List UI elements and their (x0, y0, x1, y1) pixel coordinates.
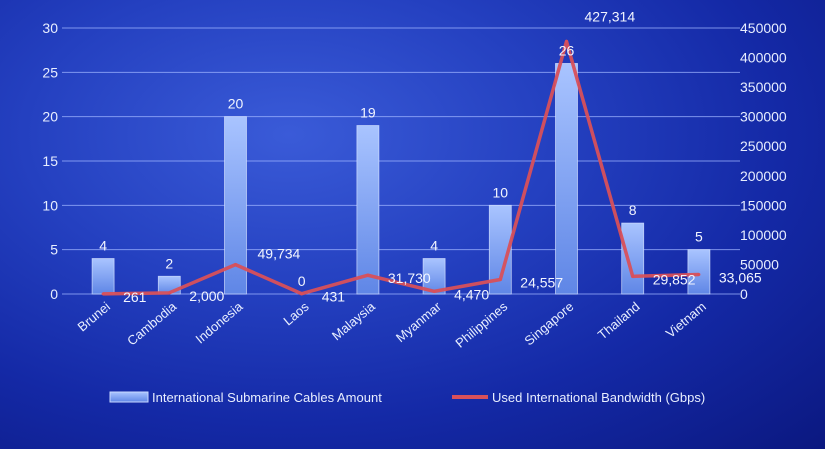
right-tick-label: 450000 (740, 20, 787, 36)
line-value-label: 427,314 (585, 8, 636, 24)
bar (555, 63, 578, 295)
bar (356, 125, 380, 295)
line-value-label: 33,065 (719, 269, 762, 285)
line-point (697, 272, 701, 276)
line-value-label: 261 (123, 289, 147, 305)
legend-bar-swatch (109, 391, 149, 403)
left-tick-label: 20 (42, 109, 58, 125)
left-tick-label: 30 (42, 20, 58, 36)
right-tick-label: 300000 (740, 109, 787, 125)
bandwidth-line (103, 39, 699, 296)
right-tick-label: 150000 (740, 197, 787, 213)
bar (91, 258, 115, 295)
line-point (631, 274, 635, 278)
line-point (366, 273, 370, 277)
bar-data-labels: 4 2 20 0 19 4 10 26 8 5 (99, 42, 703, 289)
bar-series (91, 63, 711, 295)
line-point (234, 263, 237, 267)
category-axis-labels: Brunei Cambodia Indonesia Laos Malaysia Myanm… (75, 298, 709, 350)
category-label: Cambodia (124, 298, 180, 348)
bar-value-label: 19 (360, 105, 376, 121)
category-label: Vietnam (663, 299, 709, 341)
line-value-label: 431 (322, 289, 346, 305)
category-label: Myanmar (393, 298, 445, 345)
gridlines (62, 27, 740, 295)
line-point (498, 277, 502, 281)
bar-value-label: 20 (228, 96, 244, 112)
bar-value-label: 0 (298, 273, 306, 289)
category-label: Laos (280, 298, 312, 328)
bar (422, 258, 446, 295)
legend-bar-label: International Submarine Cables Amount (152, 390, 382, 405)
legend: International Submarine Cables Amount Us… (109, 390, 705, 405)
line-data-labels: 261 2,000 49,734 431 31,730 4,470 24,557 427,31… (123, 8, 762, 304)
line-value-label: 31,730 (388, 270, 431, 286)
bar-value-label: 2 (165, 255, 173, 271)
line-value-label: 4,470 (454, 286, 489, 302)
right-tick-label: 50000 (740, 256, 779, 272)
line-value-label: 24,557 (520, 274, 563, 290)
right-tick-label: 350000 (740, 79, 787, 95)
bar-value-label: 10 (493, 184, 509, 200)
bar (224, 116, 247, 295)
line-point (432, 289, 436, 293)
bar (621, 222, 645, 295)
bar-value-label: 5 (695, 229, 703, 245)
line-value-label: 29,852 (653, 271, 696, 287)
line-point (167, 291, 171, 295)
bar-value-label: 4 (99, 238, 107, 254)
line-value-label: 49,734 (258, 246, 301, 262)
bar-value-label: 4 (430, 238, 438, 254)
bar-value-label: 8 (629, 202, 637, 218)
category-label: Thailand (595, 299, 643, 343)
category-label: Singapore (521, 299, 576, 349)
legend-line-label: Used International Bandwidth (Gbps) (492, 390, 705, 405)
line-value-label: 2,000 (189, 288, 224, 304)
line-point (101, 292, 105, 296)
right-tick-label: 400000 (740, 50, 787, 66)
bar-value-label: 26 (559, 42, 575, 58)
line-point (565, 39, 568, 43)
line-series (101, 39, 701, 296)
category-label: Philippines (452, 298, 510, 350)
left-tick-label: 15 (42, 153, 58, 169)
right-tick-label: 250000 (740, 138, 787, 154)
right-tick-label: 200000 (740, 168, 787, 184)
right-tick-label: 0 (740, 286, 748, 302)
category-label: Brunei (75, 299, 114, 335)
left-tick-label: 25 (42, 64, 58, 80)
category-label: Indonesia (193, 298, 246, 346)
line-point (300, 292, 304, 296)
left-tick-label: 5 (50, 242, 58, 258)
bar (687, 249, 711, 295)
bar (488, 204, 512, 295)
left-tick-label: 10 (42, 197, 58, 213)
right-tick-label: 100000 (740, 227, 787, 243)
left-axis-ticks: 0 5 10 15 20 25 30 (42, 20, 58, 302)
left-tick-label: 0 (50, 286, 58, 302)
category-label: Malaysia (329, 298, 379, 343)
right-axis-ticks: 0 50000 100000 150000 200000 250000 300000 3500… (740, 20, 787, 302)
